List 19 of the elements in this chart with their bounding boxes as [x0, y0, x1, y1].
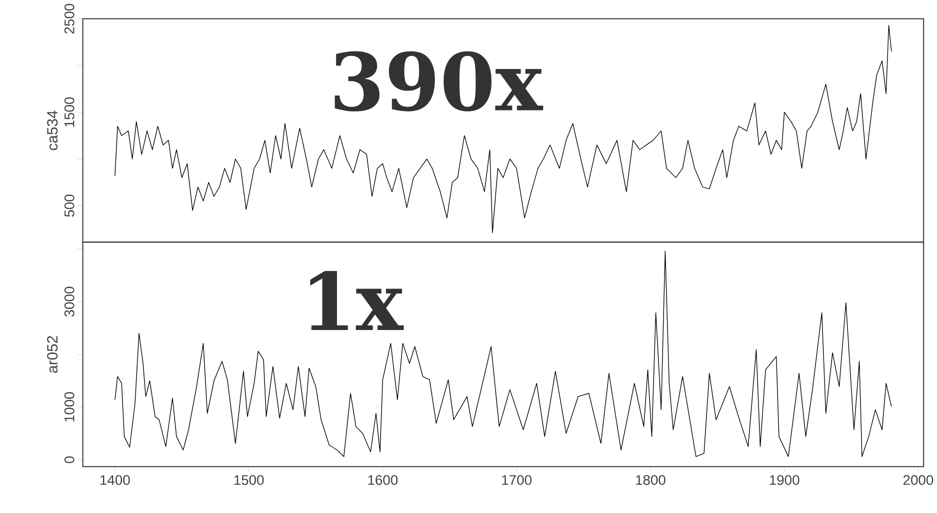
y-tick-label: 3000 [64, 286, 74, 316]
y-tick-label: 2500 [64, 4, 74, 34]
line-series [114, 24, 892, 233]
y-tick-label: 500 [64, 194, 74, 217]
line-series [114, 250, 892, 457]
y-tick-label: 0 [64, 456, 74, 463]
annotation: 1x [310, 270, 404, 330]
annotation: 390x [334, 51, 544, 112]
y-axis-title: ar052 [47, 336, 58, 373]
y-axis-title: ca534 [47, 110, 58, 150]
x-tick-label: 1800 [636, 474, 666, 485]
x-tick-label: 1900 [770, 474, 800, 485]
y-tick-label: 1500 [64, 97, 74, 126]
y-tick-label: 1000 [64, 392, 74, 422]
x-tick-label: 1600 [368, 474, 398, 485]
x-tick-label: 1700 [502, 474, 532, 485]
x-tick-label: 2000 [903, 474, 934, 485]
x-tick-label: 1400 [100, 474, 130, 485]
x-tick-label: 1500 [234, 474, 264, 485]
